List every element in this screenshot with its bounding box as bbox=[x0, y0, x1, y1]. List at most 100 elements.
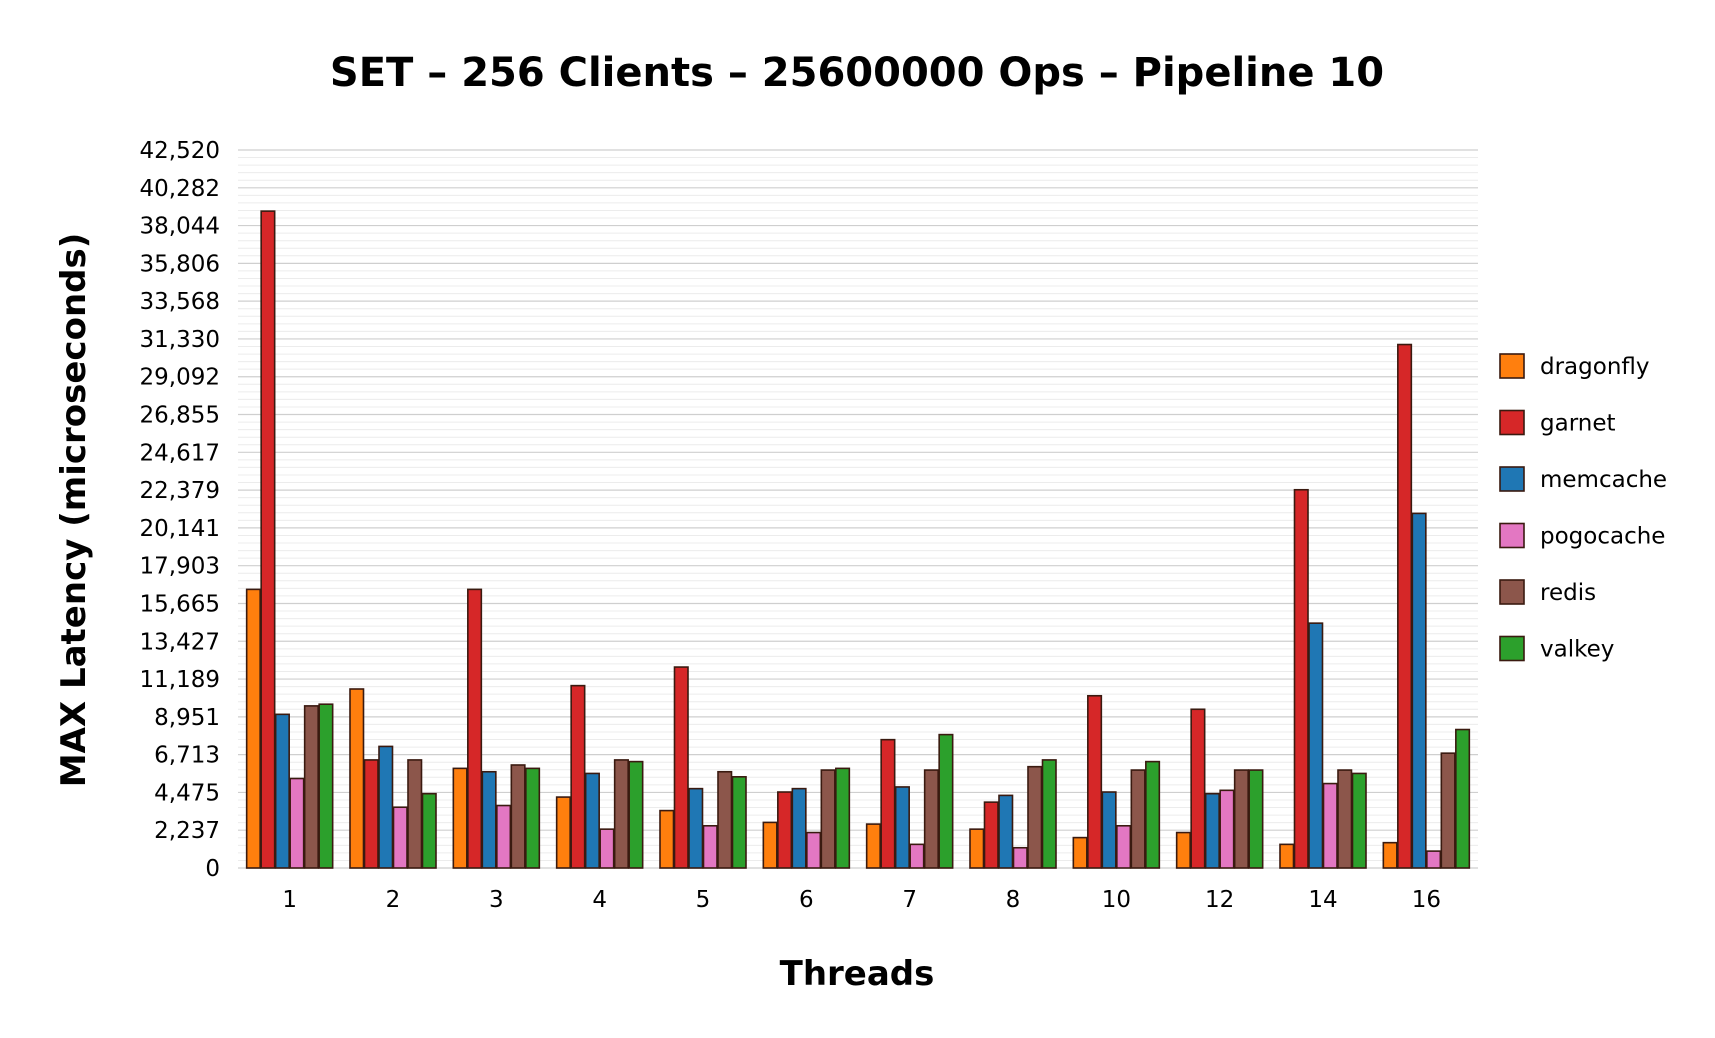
y-tick-label: 0 bbox=[205, 856, 220, 882]
bar-garnet-6 bbox=[777, 791, 793, 869]
bar-valkey-3 bbox=[525, 767, 541, 869]
legend-swatch-valkey bbox=[1499, 635, 1525, 662]
x-axis-title: Threads bbox=[780, 954, 935, 994]
y-tick-label: 24,617 bbox=[140, 440, 220, 466]
legend-swatch-garnet bbox=[1499, 409, 1525, 436]
bar-memcache-10 bbox=[1101, 791, 1117, 869]
y-tick-label: 33,568 bbox=[140, 289, 220, 315]
bar-pogocache-1 bbox=[289, 777, 305, 869]
x-tick-label: 1 bbox=[282, 887, 297, 913]
bar-garnet-8 bbox=[983, 801, 999, 869]
bar-garnet-5 bbox=[673, 666, 689, 869]
bar-garnet-16 bbox=[1397, 343, 1413, 869]
legend-swatch-memcache bbox=[1499, 466, 1525, 492]
chart-title: SET – 256 Clients – 25600000 Ops – Pipel… bbox=[330, 50, 1384, 96]
bar-redis-16 bbox=[1440, 752, 1456, 869]
bar-redis-12 bbox=[1233, 769, 1249, 869]
y-tick-label: 31,330 bbox=[140, 327, 220, 353]
bar-pogocache-6 bbox=[806, 831, 822, 869]
y-tick-label: 22,379 bbox=[140, 478, 220, 504]
bar-valkey-12 bbox=[1248, 769, 1264, 869]
bar-dragonfly-6 bbox=[762, 821, 778, 869]
bar-pogocache-10 bbox=[1116, 824, 1132, 869]
bar-dragonfly-2 bbox=[349, 688, 365, 869]
bar-garnet-7 bbox=[880, 738, 896, 869]
bar-garnet-3 bbox=[467, 588, 483, 869]
y-tick-label: 26,855 bbox=[140, 403, 220, 429]
bar-garnet-10 bbox=[1087, 694, 1103, 869]
x-tick-label: 6 bbox=[799, 887, 814, 913]
bar-memcache-7 bbox=[894, 786, 910, 869]
bar-redis-2 bbox=[407, 759, 423, 869]
y-tick-label: 13,427 bbox=[140, 629, 220, 655]
bar-memcache-3 bbox=[481, 770, 497, 869]
legend-swatch-dragonfly bbox=[1499, 353, 1525, 379]
bar-valkey-1 bbox=[318, 703, 334, 869]
legend-swatch-pogocache bbox=[1499, 522, 1525, 549]
x-tick-label: 5 bbox=[696, 887, 711, 913]
x-tick-label: 12 bbox=[1205, 887, 1234, 913]
legend-swatch-redis bbox=[1499, 579, 1525, 605]
x-tick-label: 16 bbox=[1412, 887, 1441, 913]
y-tick-label: 8,951 bbox=[154, 705, 220, 731]
y-tick-label: 35,806 bbox=[140, 251, 220, 277]
bar-memcache-6 bbox=[791, 787, 807, 869]
x-tick-label: 8 bbox=[1006, 887, 1021, 913]
bar-dragonfly-1 bbox=[245, 588, 261, 869]
legend-label-valkey: valkey bbox=[1540, 637, 1614, 663]
y-tick-label: 4,475 bbox=[154, 780, 220, 806]
bar-redis-10 bbox=[1130, 769, 1146, 869]
bar-memcache-16 bbox=[1411, 512, 1427, 869]
bar-pogocache-8 bbox=[1012, 846, 1028, 869]
bar-memcache-12 bbox=[1204, 792, 1220, 869]
bar-pogocache-12 bbox=[1219, 789, 1235, 869]
grid-lines bbox=[238, 149, 1478, 869]
bar-pogocache-14 bbox=[1322, 782, 1338, 869]
bar-pogocache-2 bbox=[392, 806, 408, 869]
bar-pogocache-4 bbox=[599, 828, 615, 869]
y-tick-label: 6,713 bbox=[154, 743, 220, 769]
x-tick-label: 4 bbox=[592, 887, 607, 913]
x-tick-label: 3 bbox=[489, 887, 504, 913]
y-tick-label: 42,520 bbox=[140, 138, 220, 164]
y-tick-label: 38,044 bbox=[140, 214, 220, 240]
bar-memcache-5 bbox=[688, 787, 704, 869]
bar-garnet-12 bbox=[1190, 708, 1206, 869]
y-tick-label: 29,092 bbox=[140, 365, 220, 391]
bar-pogocache-5 bbox=[702, 824, 718, 869]
x-tick-label: 14 bbox=[1308, 887, 1337, 913]
bar-valkey-7 bbox=[938, 733, 954, 869]
bar-valkey-2 bbox=[421, 792, 437, 869]
legend-label-redis: redis bbox=[1540, 580, 1596, 606]
bar-redis-8 bbox=[1027, 765, 1043, 869]
bar-valkey-14 bbox=[1351, 772, 1367, 869]
y-tick-label: 17,903 bbox=[140, 554, 220, 580]
bar-valkey-6 bbox=[835, 767, 851, 869]
bar-memcache-2 bbox=[378, 745, 394, 869]
bar-memcache-8 bbox=[998, 794, 1014, 869]
bar-redis-6 bbox=[820, 769, 836, 869]
bar-redis-14 bbox=[1337, 769, 1353, 869]
bars bbox=[245, 210, 1471, 869]
bar-valkey-10 bbox=[1145, 760, 1161, 869]
y-tick-label: 2,237 bbox=[154, 818, 220, 844]
bar-memcache-4 bbox=[584, 772, 600, 869]
bar-valkey-4 bbox=[628, 760, 644, 869]
bar-redis-5 bbox=[717, 770, 733, 869]
y-tick-label: 15,665 bbox=[140, 591, 220, 617]
x-tick-label: 2 bbox=[386, 887, 401, 913]
legend-label-memcache: memcache bbox=[1540, 467, 1667, 493]
y-axis-ticks: 0 2,237 4,475 6,713 8,951 11,189 13,427 15,665 1… bbox=[140, 138, 220, 882]
bar-valkey-5 bbox=[731, 776, 747, 869]
y-tick-label: 11,189 bbox=[140, 667, 220, 693]
bar-valkey-8 bbox=[1041, 759, 1057, 869]
bar-memcache-1 bbox=[274, 713, 290, 869]
bar-garnet-14 bbox=[1293, 488, 1309, 869]
bar-valkey-16 bbox=[1455, 728, 1471, 869]
bar-dragonfly-7 bbox=[865, 823, 881, 869]
bar-garnet-2 bbox=[363, 759, 379, 869]
bar-dragonfly-12 bbox=[1175, 831, 1191, 869]
bar-dragonfly-4 bbox=[555, 796, 571, 869]
legend-label-pogocache: pogocache bbox=[1540, 524, 1665, 550]
